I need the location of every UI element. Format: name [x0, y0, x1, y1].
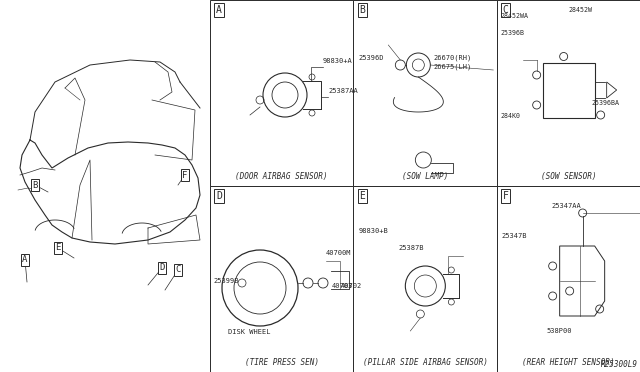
Text: 40703: 40703: [332, 283, 353, 289]
Text: (DOOR AIRBAG SENSOR): (DOOR AIRBAG SENSOR): [236, 171, 328, 180]
Text: R25300L9: R25300L9: [601, 360, 638, 369]
Text: 98830+A: 98830+A: [323, 58, 353, 64]
Text: 28452WA: 28452WA: [500, 13, 529, 19]
Bar: [497, 0, 640, 186]
Text: E: E: [360, 191, 365, 201]
Text: 25387B: 25387B: [398, 245, 424, 251]
Text: 25347B: 25347B: [502, 233, 527, 239]
Text: (SOW SENSOR): (SOW SENSOR): [541, 171, 596, 180]
Text: 25399B: 25399B: [213, 278, 239, 284]
Text: A: A: [216, 5, 222, 15]
Text: 538P00: 538P00: [547, 328, 572, 334]
Text: 25396BA: 25396BA: [591, 100, 620, 106]
Text: (REAR HEIGHT SENSOR): (REAR HEIGHT SENSOR): [522, 357, 614, 366]
Text: D: D: [216, 191, 222, 201]
Text: C: C: [503, 5, 509, 15]
Text: A: A: [22, 256, 28, 264]
Text: (TIRE PRESS SEN): (TIRE PRESS SEN): [244, 357, 319, 366]
Text: E: E: [55, 244, 61, 253]
Text: 98830+B: 98830+B: [358, 228, 388, 234]
Text: 40702: 40702: [341, 283, 362, 289]
Text: D: D: [159, 263, 164, 273]
Text: 28452W: 28452W: [569, 7, 593, 13]
Text: 40700M: 40700M: [326, 250, 351, 256]
Text: 284K0: 284K0: [500, 113, 521, 119]
Text: F: F: [503, 191, 509, 201]
Text: 25387AA: 25387AA: [328, 88, 358, 94]
Text: 26675(LH): 26675(LH): [433, 64, 472, 70]
Bar: [210, 186, 353, 372]
Bar: [543, 62, 595, 118]
Text: 25396D: 25396D: [358, 55, 384, 61]
Bar: [497, 186, 640, 372]
Text: B: B: [32, 180, 38, 189]
Text: 25396B: 25396B: [500, 30, 525, 36]
Text: B: B: [360, 5, 365, 15]
Text: (SOW LAMP): (SOW LAMP): [402, 171, 448, 180]
Bar: [353, 186, 497, 372]
Text: 25347AA: 25347AA: [552, 203, 581, 209]
Text: 26670(RH): 26670(RH): [433, 55, 472, 61]
Text: F: F: [182, 170, 188, 180]
Bar: [353, 0, 497, 186]
Text: C: C: [175, 266, 180, 275]
Bar: [210, 0, 353, 186]
Text: (PILLAR SIDE AIRBAG SENSOR): (PILLAR SIDE AIRBAG SENSOR): [363, 357, 488, 366]
Text: DISK WHEEL: DISK WHEEL: [228, 329, 271, 335]
